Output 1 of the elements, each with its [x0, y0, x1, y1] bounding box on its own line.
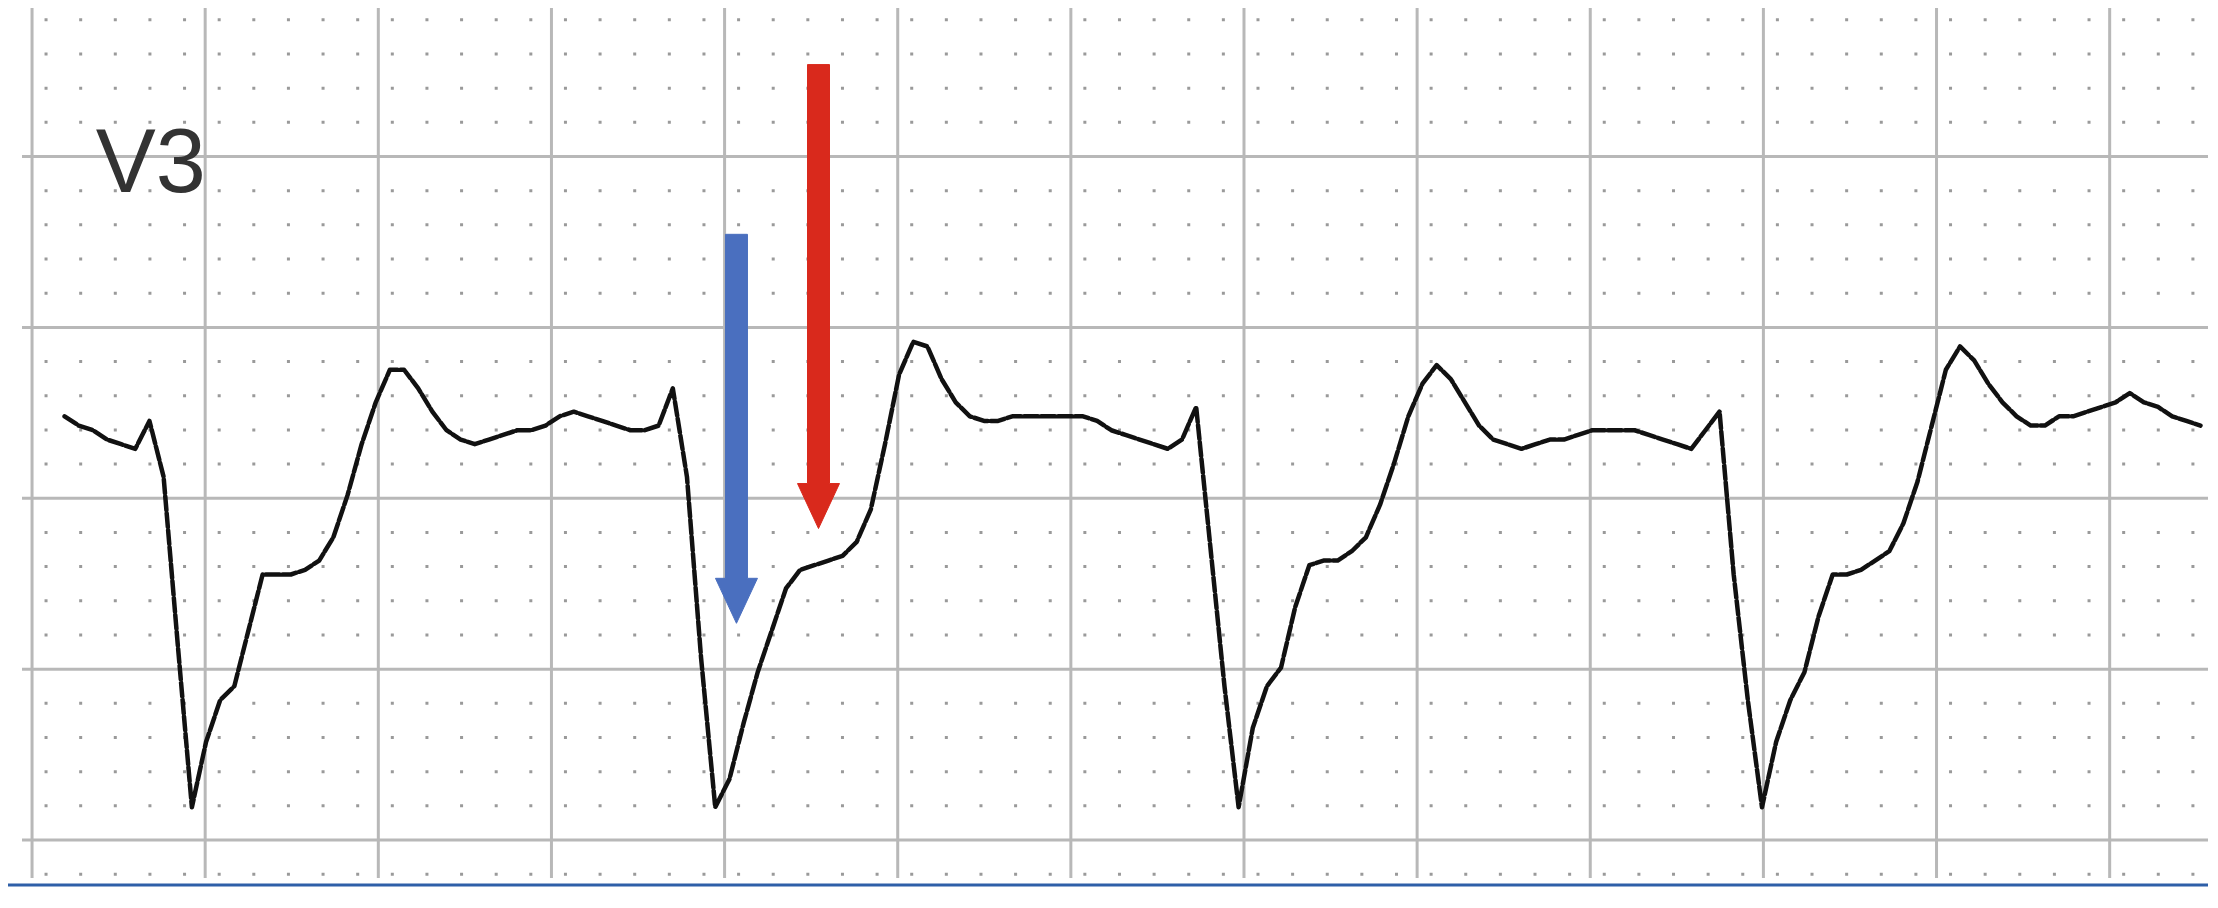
- chart-title: V3: [95, 110, 206, 211]
